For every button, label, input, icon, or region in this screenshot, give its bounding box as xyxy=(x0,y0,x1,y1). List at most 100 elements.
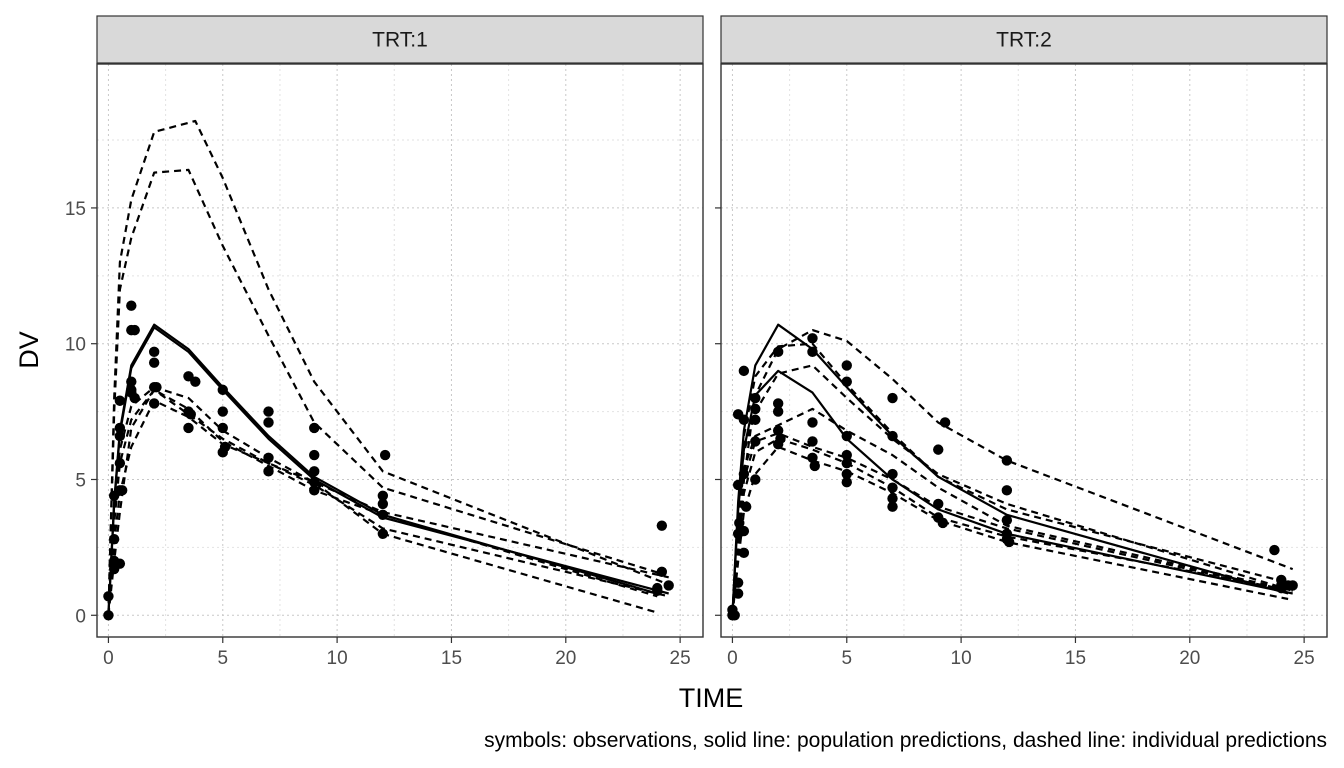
observation-point xyxy=(887,468,898,480)
panel-strip xyxy=(720,15,1328,64)
population-prediction-line xyxy=(107,326,669,616)
observation-point xyxy=(732,588,744,599)
panel-1: TRT:1 0 5 10 15 20 25 0 5 10 15 xyxy=(65,15,704,669)
observation-point xyxy=(377,490,389,501)
observation-point xyxy=(126,376,137,387)
observation-point xyxy=(663,580,674,591)
observation-point xyxy=(807,452,818,463)
observation-point xyxy=(126,300,137,311)
observation-point xyxy=(219,441,231,453)
observation-point xyxy=(656,566,668,578)
observation-point xyxy=(263,417,274,428)
individual-prediction-line xyxy=(107,386,669,616)
observation-point xyxy=(841,477,852,488)
panel-strip-label: TRT:2 xyxy=(996,29,1052,52)
observation-point xyxy=(841,449,852,461)
observation-point xyxy=(126,384,137,396)
observation-point xyxy=(772,406,784,417)
observation-point xyxy=(183,422,194,434)
observation-point xyxy=(309,466,320,477)
observation-point xyxy=(148,398,160,409)
observation-point xyxy=(887,430,898,442)
observation-point xyxy=(887,482,898,493)
observation-point xyxy=(114,457,126,469)
observation-point xyxy=(887,392,898,404)
observation-point xyxy=(738,468,750,480)
y-tick-label: 10 xyxy=(65,335,86,356)
observation-point xyxy=(809,460,820,472)
observation-point xyxy=(114,558,126,569)
observation-point xyxy=(114,422,126,434)
observation-point xyxy=(807,346,818,358)
x-tick-label: 25 xyxy=(670,648,691,669)
observation-point xyxy=(734,517,745,529)
observation-point xyxy=(185,409,196,420)
observation-point xyxy=(129,324,140,336)
individual-prediction-line xyxy=(731,432,1287,616)
observation-point xyxy=(750,474,761,485)
observation-point xyxy=(108,534,120,545)
panel-border xyxy=(720,63,1328,638)
individual-prediction-line xyxy=(107,388,658,616)
plot-area xyxy=(97,64,703,637)
observation-point xyxy=(377,498,389,510)
observation-point xyxy=(656,520,668,531)
observation-point xyxy=(933,498,944,510)
observation-point xyxy=(151,381,162,393)
observation-point xyxy=(841,468,852,480)
y-tick-label: 5 xyxy=(75,470,86,491)
observation-point xyxy=(740,501,752,512)
observation-point xyxy=(772,425,784,436)
observation-point xyxy=(114,430,126,442)
observation-point xyxy=(116,485,128,496)
observation-point xyxy=(807,333,818,344)
observation-point xyxy=(841,430,852,442)
observation-point xyxy=(263,466,274,477)
x-tick-label: 15 xyxy=(441,648,462,669)
observation-point xyxy=(732,577,744,588)
panel-border xyxy=(96,63,704,638)
x-tick-label: 5 xyxy=(217,648,228,669)
observation-point xyxy=(939,417,951,428)
observation-point xyxy=(1003,536,1015,548)
panel-strip-label: TRT:1 xyxy=(372,29,428,52)
observation-point xyxy=(129,392,140,404)
observation-point xyxy=(807,436,818,447)
observation-point xyxy=(309,449,320,461)
observation-point xyxy=(775,433,786,444)
observation-point xyxy=(190,376,201,387)
observation-point xyxy=(377,509,389,520)
observation-point xyxy=(148,346,160,358)
observation-point xyxy=(114,395,126,406)
panel-strip xyxy=(96,15,704,64)
x-tick-label: 5 xyxy=(841,648,852,669)
chart-caption: symbols: observations, solid line: popul… xyxy=(484,729,1327,752)
x-tick-label: 15 xyxy=(1065,648,1086,669)
observation-point xyxy=(841,457,852,469)
individual-prediction-line xyxy=(107,168,665,616)
observation-point xyxy=(1269,544,1280,556)
observation-point xyxy=(887,501,898,512)
observation-point xyxy=(738,547,750,559)
observation-point xyxy=(309,422,320,434)
observation-point xyxy=(750,392,761,404)
observation-point xyxy=(148,357,160,368)
observation-point xyxy=(379,449,391,461)
observation-point xyxy=(1001,455,1013,466)
observation-point xyxy=(738,365,750,377)
y-axis-title: DV xyxy=(14,331,44,369)
x-tick-label: 25 xyxy=(1294,648,1315,669)
x-tick-label: 10 xyxy=(951,648,972,669)
observation-point xyxy=(772,398,784,409)
panels-layer: TRT:1 0 5 10 15 20 25 0 5 10 15 TRT:2 0 5 10 15 20 25 xyxy=(65,15,1328,669)
observation-point xyxy=(937,517,949,529)
observation-point xyxy=(772,346,784,358)
observation-point xyxy=(309,485,320,496)
observation-point xyxy=(732,479,744,491)
x-tick-label: 10 xyxy=(327,648,348,669)
observation-point xyxy=(933,444,944,455)
observation-point xyxy=(1287,580,1298,591)
observation-point xyxy=(738,525,750,537)
observation-point xyxy=(263,406,274,417)
observation-point xyxy=(652,585,663,597)
